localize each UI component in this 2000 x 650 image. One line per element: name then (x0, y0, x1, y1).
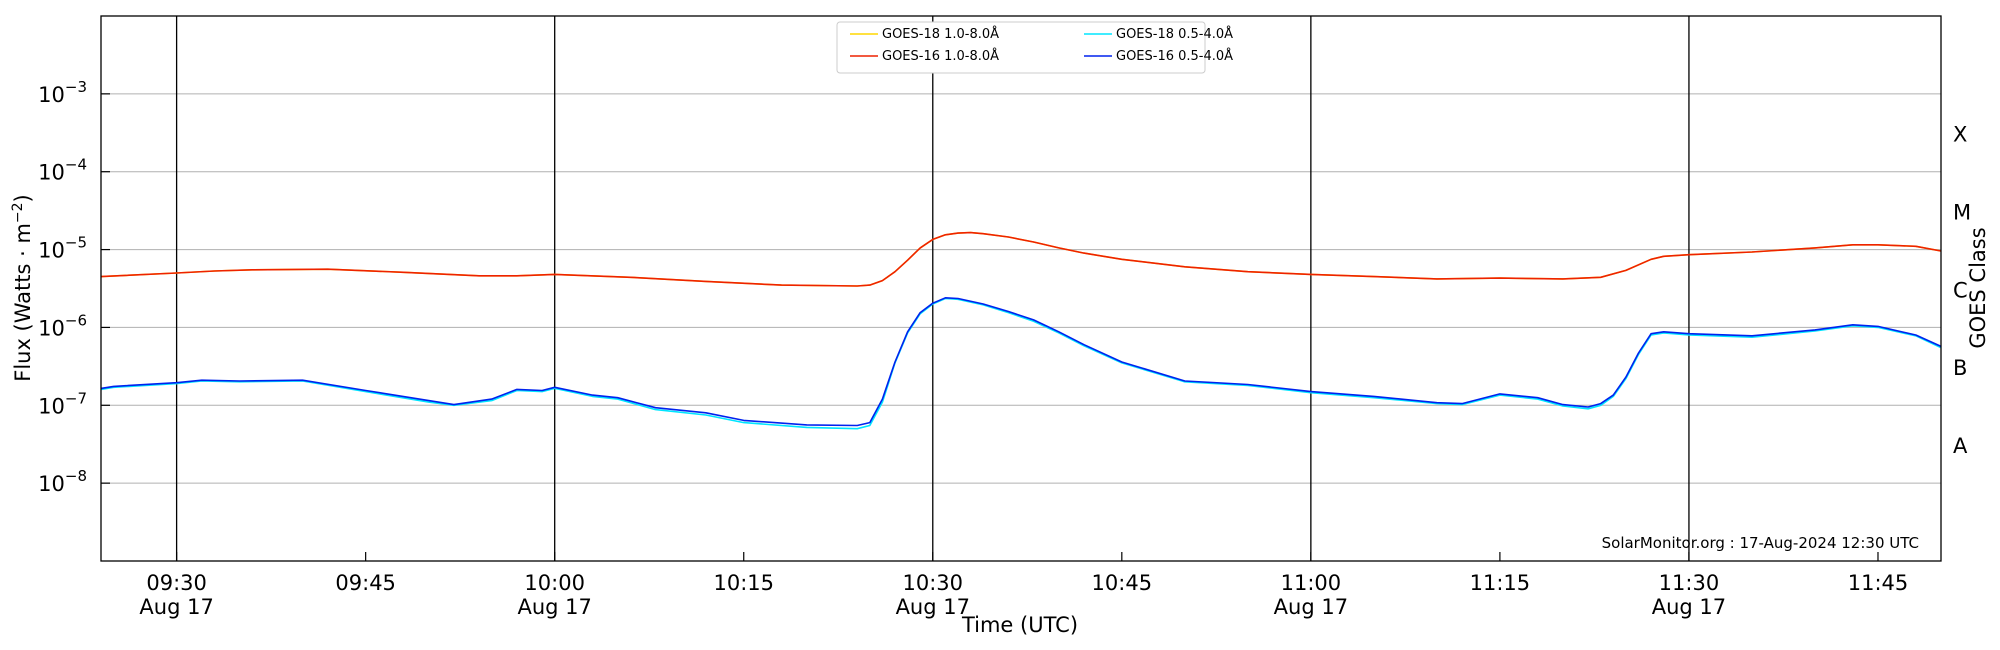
x-tick-label: 10:00 (524, 571, 585, 595)
x-axis-title: Time (UTC) (961, 613, 1078, 637)
x-tick-label: 11:00 (1281, 571, 1342, 595)
y-tick-label: 10−5 (38, 234, 87, 263)
y-axis-title-close: ) (11, 194, 35, 202)
x-tick-label: 10:45 (1092, 571, 1153, 595)
series-line (100, 231, 1942, 287)
legend-label: GOES-18 1.0-8.0Å (882, 26, 999, 42)
goes-class-label: B (1953, 356, 1967, 380)
legend-label: GOES-16 1.0-8.0Å (882, 48, 999, 64)
x-tick-date-label: Aug 17 (1274, 595, 1348, 619)
y-tick-label: 10−7 (38, 389, 87, 418)
y-axis-title-main: Flux (Watts · m (11, 223, 35, 382)
legend: GOES-18 1.0-8.0Å GOES-18 0.5-4.0Å GOES-16 … (836, 21, 1233, 74)
x-tick-label: 10:15 (713, 571, 774, 595)
credit-text: SolarMonitor.org : 17-Aug-2024 12:30 UTC (1602, 534, 1919, 552)
goes-class-layer: X M C B A (1953, 123, 1971, 458)
legend-label: GOES-18 0.5-4.0Å (1116, 26, 1233, 42)
series-line (100, 297, 1942, 427)
grid-layer (101, 93, 1941, 484)
x-tick-date-label: Aug 17 (139, 595, 213, 619)
series-line (100, 231, 1942, 287)
plot-frame (100, 15, 1942, 562)
goes-class-label: C (1953, 278, 1968, 302)
x-tick-date-label: Aug 17 (896, 595, 970, 619)
y-axis-title: Flux (Watts · m−2) (10, 194, 35, 382)
vertical-marker-layer (175, 16, 1690, 561)
legend-label: GOES-16 0.5-4.0Å (1116, 48, 1233, 64)
series-layer (100, 231, 1942, 430)
x-tick-label: 09:45 (335, 571, 396, 595)
legend-box (836, 21, 1206, 74)
goes-class-label: M (1953, 200, 1971, 224)
y-tick-label: 10−4 (38, 156, 87, 185)
x-tick-label: 10:30 (903, 571, 964, 595)
x-tick-label: 11:15 (1470, 571, 1531, 595)
y-tick-label: 10−3 (38, 78, 87, 107)
x-tick-label: 09:30 (146, 571, 207, 595)
x-tick-date-label: Aug 17 (1652, 595, 1726, 619)
y-axis-title-exponent: −2 (10, 202, 26, 223)
x-tick-date-label: Aug 17 (517, 595, 591, 619)
x-tick-label: 11:45 (1848, 571, 1909, 595)
x-tick-label: 11:30 (1659, 571, 1720, 595)
series-line (100, 297, 1942, 430)
y-tick-label: 10−6 (38, 311, 87, 340)
right-axis-title: GOES Class (1966, 227, 1990, 348)
goes-class-label: A (1953, 434, 1968, 458)
goes-class-label: X (1953, 123, 1967, 147)
y-tick-label: 10−8 (38, 467, 87, 496)
